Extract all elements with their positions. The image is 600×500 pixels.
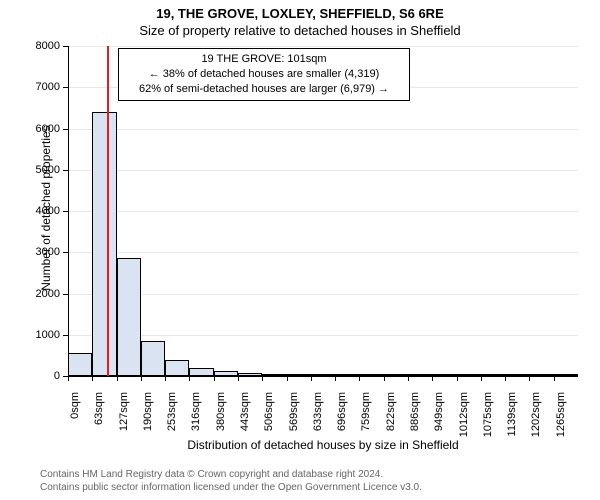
xtick-mark [141, 376, 142, 381]
histogram-bar [141, 341, 165, 376]
histogram-bar [68, 353, 92, 376]
info-line-2: ← 38% of detached houses are smaller (4,… [127, 67, 401, 82]
xtick-mark [432, 376, 433, 381]
xtick-mark [68, 376, 69, 381]
xtick-mark [457, 376, 458, 381]
xtick-mark [384, 376, 385, 381]
xtick-mark [359, 376, 360, 381]
xtick-mark [165, 376, 166, 381]
xtick-mark [189, 376, 190, 381]
xtick-mark [335, 376, 336, 381]
property-marker-line [107, 46, 109, 376]
xtick-mark [408, 376, 409, 381]
gridline [68, 252, 578, 253]
x-axis-label: Distribution of detached houses by size … [68, 438, 578, 452]
info-box: 19 THE GROVE: 101sqm ← 38% of detached h… [118, 48, 410, 101]
x-axis-line [68, 376, 578, 377]
footer-line-2: Contains public sector information licen… [40, 481, 422, 494]
y-axis-line [68, 46, 69, 376]
footer-attribution: Contains HM Land Registry data © Crown c… [40, 468, 422, 494]
info-line-1: 19 THE GROVE: 101sqm [127, 52, 401, 67]
ytick-label: 0 [28, 370, 60, 382]
histogram-bar [189, 368, 213, 376]
histogram-bar [117, 258, 141, 376]
xtick-mark [505, 376, 506, 381]
footer-line-1: Contains HM Land Registry data © Crown c… [40, 468, 422, 481]
ytick-label: 1000 [28, 329, 60, 341]
gridline [68, 211, 578, 212]
histogram-bar [165, 360, 189, 377]
xtick-mark [481, 376, 482, 381]
xtick-mark [311, 376, 312, 381]
gridline [68, 129, 578, 130]
gridline [68, 170, 578, 171]
xtick-mark [238, 376, 239, 381]
xtick-mark [554, 376, 555, 381]
chart-title-sub: Size of property relative to detached ho… [0, 21, 600, 38]
xtick-mark [214, 376, 215, 381]
gridline [68, 294, 578, 295]
gridline [68, 335, 578, 336]
xtick-mark [262, 376, 263, 381]
y-axis-label: Number of detached properties [39, 108, 53, 308]
gridline [68, 46, 578, 47]
ytick-label: 7000 [28, 81, 60, 93]
xtick-mark [287, 376, 288, 381]
xtick-mark [117, 376, 118, 381]
info-line-3: 62% of semi-detached houses are larger (… [127, 82, 401, 97]
ytick-label: 8000 [28, 40, 60, 52]
xtick-mark [529, 376, 530, 381]
xtick-mark [92, 376, 93, 381]
chart-title-main: 19, THE GROVE, LOXLEY, SHEFFIELD, S6 6RE [0, 0, 600, 21]
chart-container: 19, THE GROVE, LOXLEY, SHEFFIELD, S6 6RE… [0, 0, 600, 500]
histogram-bar [92, 112, 116, 376]
